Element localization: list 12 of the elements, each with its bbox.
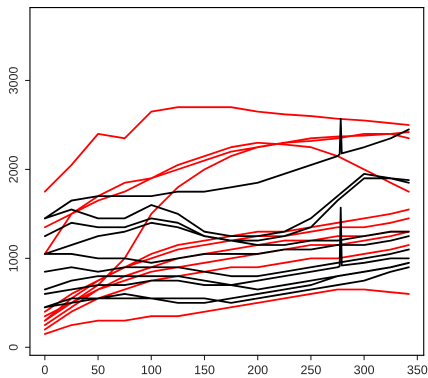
x-tick-label: 100 (142, 365, 162, 374)
x-tick-label: 50 (92, 365, 105, 374)
y-tick-label: 2000 (8, 156, 18, 183)
x-tick-label: 250 (301, 365, 321, 374)
y-tick-label: 1000 (8, 244, 18, 272)
x-tick-label: 150 (195, 365, 214, 374)
x-tick-label: 350 (407, 365, 428, 374)
x-tick-label: 0 (42, 365, 48, 374)
y-tick-label: 0 (8, 344, 18, 350)
x-tick-label: 200 (248, 365, 268, 374)
y-tick-label: 3000 (8, 67, 18, 94)
x-tick-label: 300 (354, 365, 374, 374)
